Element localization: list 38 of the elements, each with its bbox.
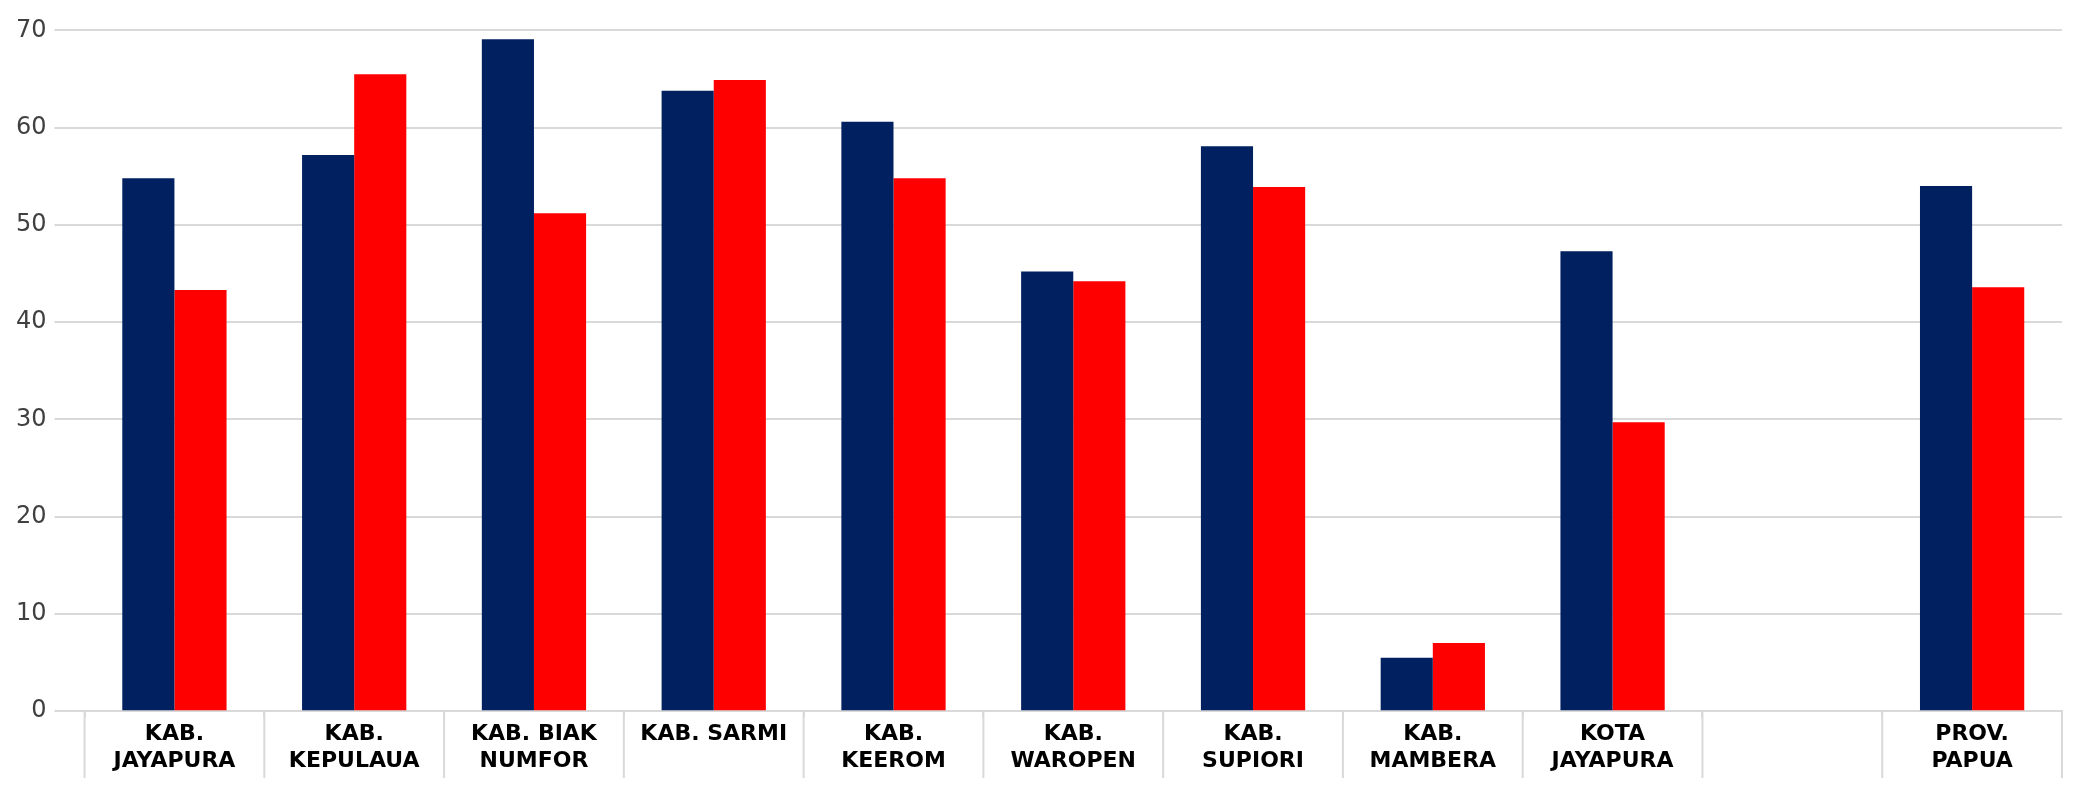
x-tick-label: KAB. KEEROM (841, 720, 946, 772)
bar (713, 80, 766, 711)
bar (174, 290, 227, 711)
y-tick-label: 70 (15, 14, 47, 43)
bar (893, 178, 946, 711)
y-tick-label: 50 (15, 209, 47, 238)
bar (1612, 422, 1665, 711)
x-tick-label: KAB. BIAK NUMFOR (471, 720, 598, 772)
y-tick-label: 0 (31, 695, 47, 724)
bar (1380, 657, 1433, 711)
x-tick-label: PROV. PAPUA (1931, 720, 2013, 772)
bar (302, 154, 355, 711)
bar (1560, 251, 1613, 711)
y-tick-label: 20 (15, 500, 47, 529)
bar (481, 39, 534, 711)
bar (1021, 271, 1074, 711)
x-tick-label: KAB. MAMBERA (1369, 720, 1497, 772)
bar (1432, 643, 1485, 711)
y-tick-label: 30 (15, 403, 47, 432)
bar (1253, 186, 1306, 711)
x-tick-label: KAB. JAYAPURA (111, 720, 236, 772)
bar (1073, 281, 1126, 711)
bar (1972, 287, 2025, 711)
x-tick-label: KOTA JAYAPURA (1549, 720, 1674, 772)
x-tick-label: KAB. SUPIORI (1202, 720, 1304, 772)
y-tick-label: 60 (15, 111, 47, 140)
y-tick-label: 10 (15, 598, 47, 627)
bar (122, 178, 175, 711)
bar (1919, 186, 1973, 711)
bar (661, 90, 714, 711)
x-tick-label: KAB. KEPULAUA (288, 720, 420, 772)
y-tick-label: 40 (15, 306, 47, 335)
x-tick-label: KAB. SARMI (640, 720, 788, 746)
bar (1200, 146, 1254, 711)
bar (354, 74, 407, 711)
x-tick-label: KAB. WAROPEN (1010, 720, 1137, 772)
bar (841, 121, 894, 711)
bar (533, 213, 587, 711)
